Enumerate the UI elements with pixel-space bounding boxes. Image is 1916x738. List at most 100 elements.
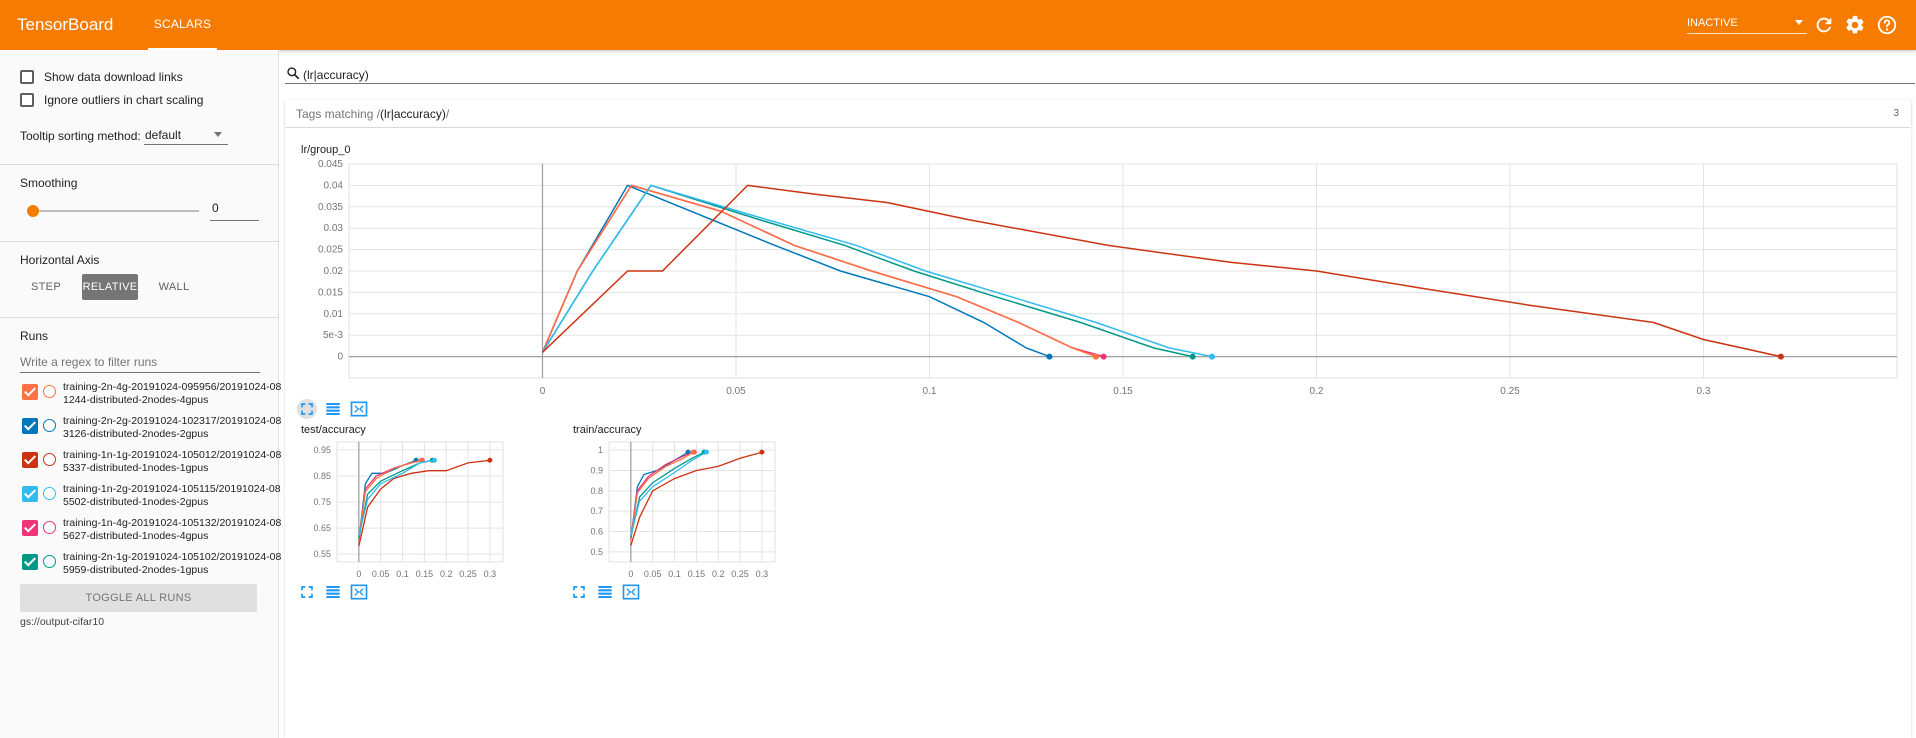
y-tick-label: 0.75 xyxy=(313,497,331,507)
tag-search-bar[interactable]: (lr|accuracy) xyxy=(285,65,1915,84)
runs-filter-input[interactable]: Write a regex to filter runs xyxy=(20,351,260,373)
run-radio[interactable] xyxy=(43,555,56,568)
refresh-icon[interactable] xyxy=(1813,14,1835,36)
lr-chart[interactable]: 0 5e-3 0.01 0.015 0.02 0.025 0.03 0.035 0.04 0.04… xyxy=(285,160,1911,402)
run-checkbox[interactable] xyxy=(22,452,38,468)
x-tick-label: 0.05 xyxy=(372,569,390,579)
smoothing-section xyxy=(0,165,279,242)
series-endpoint xyxy=(759,449,765,455)
y-tick-label: 0.85 xyxy=(313,471,331,481)
tooltip-sorting-select[interactable]: default xyxy=(144,125,228,145)
run-radio[interactable] xyxy=(43,487,56,500)
ignore-outliers-option[interactable]: Ignore outliers in chart scaling xyxy=(20,93,203,107)
run-radio[interactable] xyxy=(43,453,56,466)
run-label: training-1n-2g-20191024-105115/20191024-… xyxy=(63,483,281,508)
series-line xyxy=(358,459,490,547)
run-checkbox[interactable] xyxy=(22,520,38,536)
tag-search-input[interactable]: (lr|accuracy) xyxy=(303,68,369,82)
run-checkbox[interactable] xyxy=(22,384,38,400)
y-tick-label: 0.65 xyxy=(313,523,331,533)
x-tick-label: 0.1 xyxy=(668,569,681,579)
run-item[interactable]: training-2n-1g-20191024-105102/20191024-… xyxy=(20,547,281,581)
series-endpoint xyxy=(1046,353,1053,360)
run-item[interactable]: training-2n-4g-20191024-095956/20191024-… xyxy=(20,377,281,411)
top-toolbar: TensorBoard SCALARS INACTIVE xyxy=(0,0,1916,50)
series-endpoint xyxy=(1092,353,1099,360)
log-scale-icon[interactable] xyxy=(323,582,343,602)
smoothing-label: Smoothing xyxy=(20,176,78,190)
run-checkbox[interactable] xyxy=(22,418,38,434)
sidebar-options xyxy=(0,50,279,165)
run-label: training-2n-4g-20191024-095956/20191024-… xyxy=(63,381,282,406)
run-radio[interactable] xyxy=(43,385,56,398)
plot-frame xyxy=(608,441,776,563)
y-tick-label: 0.95 xyxy=(313,445,331,455)
fullscreen-icon[interactable] xyxy=(297,582,317,602)
fit-domain-icon[interactable] xyxy=(349,582,369,602)
chart-actions xyxy=(297,399,369,419)
toggle-all-runs-button[interactable]: TOGGLE ALL RUNS xyxy=(20,584,257,612)
smoothing-slider-knob[interactable] xyxy=(27,205,39,217)
run-checkbox[interactable] xyxy=(22,554,38,570)
series-endpoint xyxy=(418,457,424,463)
run-radio[interactable] xyxy=(43,521,56,534)
run-label: training-2n-1g-20191024-105102/20191024-… xyxy=(63,551,282,576)
fit-domain-icon[interactable] xyxy=(621,582,641,602)
smoothing-slider-track[interactable] xyxy=(33,210,199,212)
fullscreen-icon[interactable] xyxy=(297,399,317,419)
series-line xyxy=(541,184,1050,358)
y-tick-label: 0.02 xyxy=(324,266,344,277)
fullscreen-icon[interactable] xyxy=(569,582,589,602)
y-tick-label: 0.01 xyxy=(324,309,344,320)
log-scale-icon[interactable] xyxy=(323,399,343,419)
series-endpoint xyxy=(703,449,709,455)
axis-relative-button[interactable]: RELATIVE xyxy=(82,274,138,300)
run-item[interactable]: training-1n-4g-20191024-105132/20191024-… xyxy=(20,513,281,547)
run-label: training-1n-1g-20191024-105012/20191024-… xyxy=(63,449,282,474)
y-tick-label: 0.8 xyxy=(590,486,603,496)
series-endpoint xyxy=(1209,353,1216,360)
x-tick-label: 0.3 xyxy=(484,569,497,579)
y-tick-label: 0.035 xyxy=(318,202,343,213)
y-tick-label: 0.55 xyxy=(313,549,331,559)
help-icon[interactable] xyxy=(1876,14,1898,36)
horizontal-axis-section xyxy=(0,242,279,318)
test-accuracy-chart[interactable]: 0.55 0.65 0.75 0.85 0.95 0 0.05 0.1 0.15 0.2 0.25 0… xyxy=(285,438,510,580)
axis-wall-button[interactable]: WALL xyxy=(158,281,190,293)
chevron-down-icon xyxy=(1795,20,1803,25)
y-tick-label: 0.045 xyxy=(318,160,343,170)
show-download-links-checkbox[interactable] xyxy=(20,70,34,84)
series-endpoint xyxy=(1100,353,1107,360)
fit-domain-icon[interactable] xyxy=(349,399,369,419)
series-line xyxy=(630,451,694,540)
plugin-select[interactable]: INACTIVE xyxy=(1687,14,1807,34)
chart-actions xyxy=(297,582,369,602)
run-checkbox[interactable] xyxy=(22,486,38,502)
axis-step-button[interactable]: STEP xyxy=(31,281,61,293)
chart-title: train/accuracy xyxy=(573,424,642,436)
y-tick-label: 0.025 xyxy=(318,245,343,256)
train-accuracy-chart[interactable]: 0.5 0.6 0.7 0.8 0.9 1 0 0.05 0.1 0.15 0.2 0.25 0.3 xyxy=(557,438,782,580)
tab-scalars[interactable]: SCALARS xyxy=(148,0,217,50)
ignore-outliers-checkbox[interactable] xyxy=(20,93,34,107)
y-tick-label: 0.5 xyxy=(590,547,603,557)
run-item[interactable]: training-2n-2g-20191024-102317/20191024-… xyxy=(20,411,281,445)
run-item[interactable]: training-1n-2g-20191024-105115/20191024-… xyxy=(20,479,281,513)
ignore-outliers-label: Ignore outliers in chart scaling xyxy=(44,93,204,107)
series-line xyxy=(630,451,763,546)
chart-title: test/accuracy xyxy=(301,424,366,436)
show-download-links-option[interactable]: Show data download links xyxy=(20,70,183,84)
chart-panel: lr/group_0 0 5e-3 0.01 0.015 0.02 0.025 0.03 0.… xyxy=(285,128,1911,738)
y-tick-label: 0.9 xyxy=(590,465,603,475)
run-item[interactable]: training-1n-1g-20191024-105012/20191024-… xyxy=(20,445,281,479)
series-endpoint xyxy=(487,457,493,463)
smoothing-input[interactable]: 0 xyxy=(210,201,259,221)
tag-group-header[interactable]: Tags matching /(lr|accuracy)/ 3 xyxy=(285,100,1911,127)
run-label: training-2n-2g-20191024-102317/20191024-… xyxy=(63,415,282,440)
series-line xyxy=(541,184,1097,358)
settings-icon[interactable] xyxy=(1844,14,1866,36)
log-scale-icon[interactable] xyxy=(595,582,615,602)
x-tick-label: 0.05 xyxy=(726,386,746,397)
chart-actions xyxy=(569,582,641,602)
run-radio[interactable] xyxy=(43,419,56,432)
